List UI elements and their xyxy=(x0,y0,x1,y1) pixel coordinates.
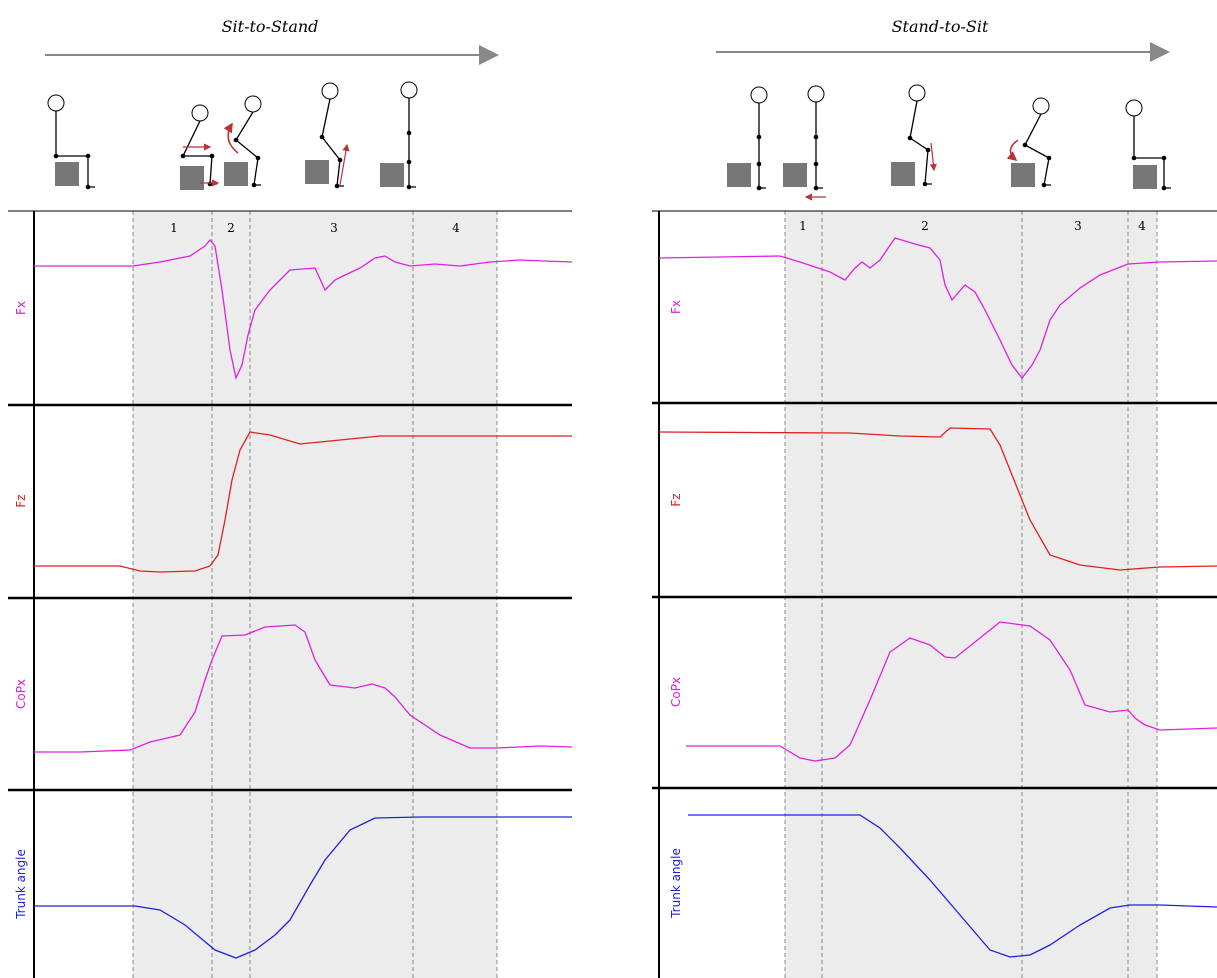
figure-part xyxy=(380,163,404,187)
phase-label: 4 xyxy=(1138,219,1146,233)
panel-title: Stand-to-Sit xyxy=(892,17,989,36)
figure-part xyxy=(909,85,925,101)
figure-part xyxy=(245,96,261,112)
phase-label: 1 xyxy=(170,221,178,235)
phase-label: 3 xyxy=(1074,219,1082,233)
phase-region xyxy=(785,211,1157,978)
figure-part xyxy=(1042,183,1047,188)
figure-part xyxy=(1010,140,1018,160)
figure-part xyxy=(908,136,913,141)
figure-part xyxy=(181,154,186,159)
figure-part xyxy=(1126,100,1142,116)
figure-part xyxy=(759,103,766,188)
figure-part xyxy=(1033,98,1049,114)
figure-part xyxy=(335,184,340,189)
figure-part xyxy=(401,82,417,98)
figure-part xyxy=(808,86,824,102)
phase-label: 3 xyxy=(330,221,338,235)
figure-part xyxy=(407,185,412,190)
figure-part xyxy=(1023,143,1028,148)
phase-label: 2 xyxy=(227,221,235,235)
phase-label: 2 xyxy=(921,219,929,233)
figure-part xyxy=(1011,163,1035,187)
figure-part xyxy=(86,185,91,190)
channel-label: Fx xyxy=(669,300,683,314)
figure-part xyxy=(757,186,762,191)
channel-label: Fx xyxy=(14,301,28,315)
figure-part xyxy=(407,131,412,136)
channel-label: Fz xyxy=(669,493,683,506)
figure-part xyxy=(1132,156,1137,161)
figure-part xyxy=(1133,165,1157,189)
figure-part xyxy=(757,162,762,167)
figure-part xyxy=(192,105,208,121)
figure: Sit-to-Stand Stand-to-Sit 1 2 3 4 1 2 3 … xyxy=(0,0,1217,978)
channel-label: Fz xyxy=(14,494,28,507)
figure-part xyxy=(320,135,325,140)
panel-title: Sit-to-Stand xyxy=(222,17,319,36)
figure-part xyxy=(305,160,329,184)
figure-part xyxy=(322,83,338,99)
figure-part xyxy=(407,160,412,165)
channel-label: CoPx xyxy=(14,679,28,709)
figure-part xyxy=(180,166,204,190)
phase-label: 1 xyxy=(799,219,807,233)
phase-region xyxy=(133,211,497,978)
figure-part xyxy=(926,148,931,153)
figure-part xyxy=(814,186,819,191)
figure-part xyxy=(54,154,59,159)
figure-part xyxy=(1162,186,1167,191)
figure-part xyxy=(210,154,215,159)
figure-part xyxy=(1162,156,1167,161)
figure-part xyxy=(783,163,807,187)
figure-part xyxy=(256,156,261,161)
figure-part xyxy=(409,98,416,187)
figure-part xyxy=(252,183,257,188)
figure-part xyxy=(1047,156,1052,161)
figure-part xyxy=(751,87,767,103)
figure-part xyxy=(727,163,751,187)
figure-part xyxy=(340,145,347,185)
figure-part xyxy=(757,135,762,140)
figure-part xyxy=(224,162,248,186)
channel-label: Trunk angle xyxy=(669,848,683,919)
figure-part xyxy=(208,182,213,187)
figure-part xyxy=(55,162,79,186)
figure-part xyxy=(86,154,91,159)
figure-part xyxy=(814,162,819,167)
figure-part xyxy=(338,158,343,163)
figure-part xyxy=(816,102,823,188)
figure-part xyxy=(931,143,934,170)
figure-part xyxy=(891,162,915,186)
channel-label: Trunk angle xyxy=(14,849,28,920)
figure-part xyxy=(234,138,239,143)
figure-part xyxy=(814,135,819,140)
figure-part xyxy=(48,95,64,111)
phase-label: 4 xyxy=(452,221,460,235)
channel-label: CoPx xyxy=(669,677,683,707)
figure-part xyxy=(923,182,928,187)
stick-figures xyxy=(48,82,1171,197)
